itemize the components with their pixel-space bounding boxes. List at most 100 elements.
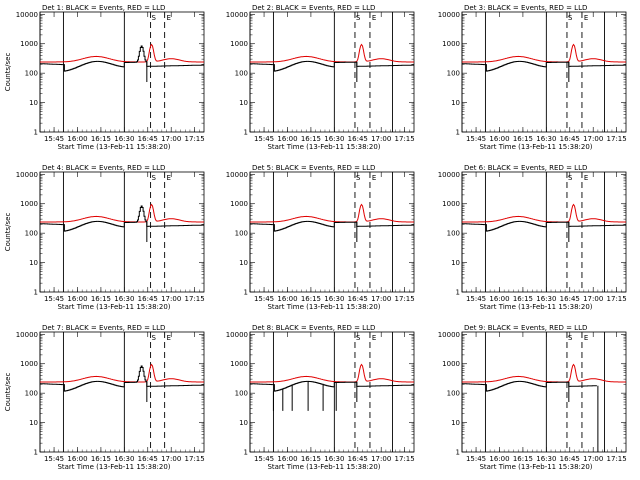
x-tick-label: 17:00 bbox=[371, 455, 391, 463]
y-tick-label: 10 bbox=[29, 259, 38, 267]
x-tick-label: 16:00 bbox=[277, 455, 297, 463]
series-events-line bbox=[462, 60, 626, 72]
y-tick-label: 1 bbox=[456, 289, 460, 297]
panel-det-6: Det 6: BLACK = Events, RED = LLD 1 10 100 10… bbox=[438, 164, 627, 311]
x-tick-label: 16:00 bbox=[67, 295, 87, 303]
y-tick-label: 10000 bbox=[438, 331, 460, 339]
y-tick-label: 10 bbox=[451, 419, 460, 427]
x-tick-label: 16:45 bbox=[138, 455, 158, 463]
x-axis-label: Start Time (13-Feb-11 15:38:20) bbox=[479, 143, 592, 151]
y-tick-label: 10 bbox=[29, 99, 38, 107]
panel-title: Det 8: BLACK = Events, RED = LLD bbox=[252, 324, 375, 332]
panel-det-4: Det 4: BLACK = Events, RED = LLD 1 10 100 10… bbox=[4, 164, 205, 311]
x-tick-label: 17:15 bbox=[185, 135, 205, 143]
y-axis-label: Counts/sec bbox=[4, 213, 12, 252]
panel-det-8: Det 8: BLACK = Events, RED = LLD 1 10 100 10… bbox=[226, 324, 415, 471]
y-tick-label: 100 bbox=[235, 70, 248, 78]
y-tick-label: 10000 bbox=[16, 171, 38, 179]
x-tick-label: 16:30 bbox=[536, 455, 556, 463]
series-events-line bbox=[40, 205, 204, 232]
x-tick-label: 17:00 bbox=[371, 135, 391, 143]
series-lld-line bbox=[462, 363, 626, 383]
y-tick-label: 100 bbox=[25, 390, 38, 398]
interval-marker-label: E bbox=[167, 334, 171, 342]
interval-marker-label: S bbox=[356, 174, 361, 182]
x-tick-label: 16:15 bbox=[513, 455, 533, 463]
series-events-line bbox=[250, 220, 414, 232]
x-tick-label: 16:15 bbox=[91, 135, 111, 143]
y-tick-label: 100 bbox=[447, 70, 460, 78]
panel-det-2: Det 2: BLACK = Events, RED = LLD 1 10 100 10… bbox=[226, 4, 415, 151]
x-tick-label: 16:30 bbox=[114, 135, 134, 143]
y-tick-label: 1000 bbox=[442, 40, 460, 48]
series-events-line bbox=[250, 380, 414, 392]
y-tick-label: 1000 bbox=[230, 360, 248, 368]
x-tick-label: 17:15 bbox=[607, 135, 627, 143]
interval-marker-label: E bbox=[167, 14, 171, 22]
x-tick-label: 16:45 bbox=[138, 135, 158, 143]
x-tick-label: 16:30 bbox=[324, 295, 344, 303]
x-axis-label: Start Time (13-Feb-11 15:38:20) bbox=[479, 303, 592, 311]
y-tick-label: 1 bbox=[244, 129, 248, 137]
x-tick-label: 16:45 bbox=[348, 135, 368, 143]
y-tick-label: 10000 bbox=[226, 171, 248, 179]
x-tick-label: 16:30 bbox=[324, 135, 344, 143]
y-tick-label: 10 bbox=[451, 259, 460, 267]
y-tick-label: 10000 bbox=[438, 171, 460, 179]
y-tick-label: 1000 bbox=[20, 40, 38, 48]
y-tick-label: 10000 bbox=[438, 11, 460, 19]
x-tick-label: 16:45 bbox=[348, 295, 368, 303]
x-tick-label: 16:45 bbox=[348, 455, 368, 463]
series-lld-line bbox=[462, 203, 626, 223]
x-tick-label: 16:00 bbox=[489, 295, 509, 303]
series-lld-line bbox=[462, 43, 626, 63]
series-lld-line bbox=[250, 43, 414, 63]
panel-det-3: Det 3: BLACK = Events, RED = LLD 1 10 100 10… bbox=[438, 4, 627, 151]
y-tick-label: 1 bbox=[34, 129, 38, 137]
interval-marker-label: S bbox=[152, 14, 157, 22]
x-tick-label: 17:15 bbox=[395, 295, 415, 303]
interval-marker-label: E bbox=[372, 174, 376, 182]
x-tick-label: 16:15 bbox=[91, 455, 111, 463]
x-tick-label: 15:45 bbox=[44, 455, 64, 463]
y-tick-label: 1000 bbox=[230, 40, 248, 48]
series-lld-line bbox=[250, 203, 414, 223]
panel-det-9: Det 9: BLACK = Events, RED = LLD 1 10 100 10… bbox=[438, 324, 627, 471]
x-tick-label: 16:00 bbox=[67, 455, 87, 463]
x-tick-label: 16:45 bbox=[560, 455, 580, 463]
y-tick-label: 10 bbox=[239, 99, 248, 107]
y-tick-label: 1000 bbox=[442, 200, 460, 208]
panel-title: Det 3: BLACK = Events, RED = LLD bbox=[464, 4, 587, 12]
x-axis-label: Start Time (13-Feb-11 15:38:20) bbox=[267, 463, 380, 471]
x-tick-label: 17:15 bbox=[395, 135, 415, 143]
y-tick-label: 10000 bbox=[16, 11, 38, 19]
series-lld-line bbox=[250, 363, 414, 383]
y-tick-label: 10000 bbox=[16, 331, 38, 339]
series-lld-line bbox=[40, 43, 204, 63]
y-tick-label: 1 bbox=[244, 449, 248, 457]
y-tick-label: 1 bbox=[456, 449, 460, 457]
x-tick-label: 16:00 bbox=[489, 455, 509, 463]
y-tick-label: 100 bbox=[25, 230, 38, 238]
x-tick-label: 17:00 bbox=[161, 295, 181, 303]
y-tick-label: 10 bbox=[451, 99, 460, 107]
series-lld-line bbox=[40, 363, 204, 383]
interval-marker-label: E bbox=[584, 14, 588, 22]
panel-title: Det 1: BLACK = Events, RED = LLD bbox=[42, 4, 165, 12]
x-axis-label: Start Time (13-Feb-11 15:38:20) bbox=[267, 143, 380, 151]
x-tick-label: 17:00 bbox=[583, 295, 603, 303]
x-tick-label: 17:00 bbox=[371, 295, 391, 303]
x-tick-label: 16:00 bbox=[489, 135, 509, 143]
y-tick-label: 1000 bbox=[230, 200, 248, 208]
y-tick-label: 10000 bbox=[226, 11, 248, 19]
x-tick-label: 15:45 bbox=[466, 455, 486, 463]
series-lld-line bbox=[40, 203, 204, 223]
series-events-line bbox=[40, 45, 204, 72]
x-tick-label: 17:00 bbox=[161, 455, 181, 463]
x-tick-label: 17:15 bbox=[185, 455, 205, 463]
y-tick-label: 1000 bbox=[20, 200, 38, 208]
x-tick-label: 17:15 bbox=[395, 455, 415, 463]
x-tick-label: 15:45 bbox=[254, 295, 274, 303]
panel-title: Det 6: BLACK = Events, RED = LLD bbox=[464, 164, 587, 172]
